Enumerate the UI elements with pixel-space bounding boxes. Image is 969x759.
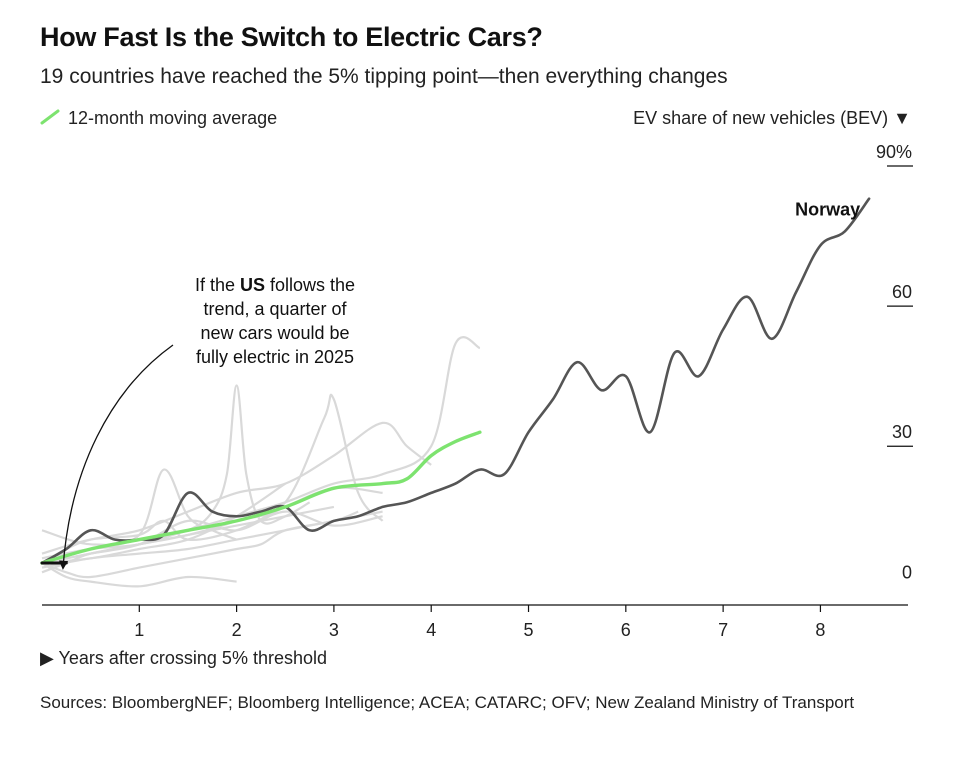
y-tick-label-60: 60 (892, 282, 912, 302)
y-tick-label-30: 30 (892, 422, 912, 442)
annotation-line-1: If the US follows the (195, 275, 355, 295)
legend-label: 12-month moving average (68, 108, 278, 128)
y-axis-label: EV share of new vehicles (BEV) ▼ (633, 108, 911, 128)
annotation-arrow (58, 344, 174, 570)
country-line-8 (41, 562, 237, 588)
source-note: Sources: BloombergNEF; Bloomberg Intelli… (40, 693, 855, 712)
y-tick-label-90: 90% (876, 142, 912, 162)
diagonal-line-icon (40, 109, 60, 130)
annotation-line-3: new cars would be (200, 323, 349, 343)
series-line-moving-average (40, 430, 482, 565)
country-line-5 (41, 421, 432, 564)
x-tick-label-1: 1 (134, 620, 144, 640)
chart-title: How Fast Is the Switch to Electric Cars? (40, 22, 543, 52)
x-tick-label-5: 5 (524, 620, 534, 640)
annotation-line-4: fully electric in 2025 (196, 347, 354, 367)
y-tick-label-0: 0 (902, 562, 912, 582)
x-tick-label-3: 3 (329, 620, 339, 640)
x-tick-label-4: 4 (426, 620, 436, 640)
x-tick-label-2: 2 (232, 620, 242, 640)
x-tick-label-7: 7 (718, 620, 728, 640)
x-axis-label: ▶ Years after crossing 5% threshold (40, 648, 327, 668)
x-tick-label-6: 6 (621, 620, 631, 640)
country-line-6 (41, 336, 481, 560)
label-norway: Norway (795, 199, 860, 219)
series-line-norway (40, 197, 871, 565)
x-tick-label-8: 8 (815, 620, 825, 640)
annotation-line-2: trend, a quarter of (203, 299, 347, 319)
chart-subtitle: 19 countries have reached the 5% tipping… (40, 65, 728, 88)
legend: 12-month moving average (40, 108, 277, 130)
